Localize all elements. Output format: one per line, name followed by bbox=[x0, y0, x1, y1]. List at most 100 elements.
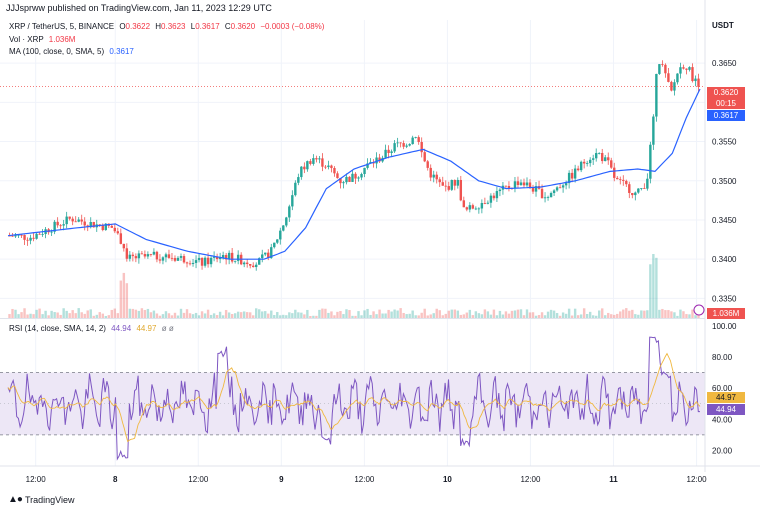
volume-bar bbox=[11, 308, 14, 318]
volume-bar bbox=[510, 310, 514, 318]
candle-body bbox=[447, 186, 450, 190]
volume-bar bbox=[628, 310, 631, 318]
volume-bar bbox=[38, 308, 41, 318]
candle-body bbox=[357, 177, 360, 179]
volume-bar bbox=[351, 315, 354, 318]
volume-bar bbox=[492, 309, 496, 318]
candle-body bbox=[248, 264, 252, 266]
candle-body bbox=[300, 166, 303, 178]
volume-bar bbox=[423, 308, 426, 318]
candle-body bbox=[327, 165, 330, 168]
candle-body bbox=[585, 163, 589, 164]
volume-bar bbox=[233, 313, 237, 318]
volume-bar bbox=[610, 314, 613, 318]
legend-h-value: 0.3623 bbox=[161, 22, 186, 31]
candle-body bbox=[206, 257, 210, 265]
candle-body bbox=[519, 182, 523, 185]
volume-bar bbox=[432, 313, 435, 318]
legend-rsi-ma-value: 44.97 bbox=[136, 324, 157, 333]
volume-bar bbox=[625, 308, 628, 318]
volume-bar bbox=[197, 315, 201, 318]
volume-bar bbox=[381, 313, 384, 318]
volume-bar bbox=[62, 308, 65, 318]
candle-body bbox=[570, 172, 574, 179]
candle-body bbox=[315, 158, 318, 160]
price-tick-label: 0.3500 bbox=[712, 177, 737, 186]
volume-bar bbox=[682, 311, 685, 318]
candle-body bbox=[378, 157, 381, 162]
volume-bar bbox=[86, 310, 89, 318]
volume-bar bbox=[194, 312, 198, 318]
candle-body bbox=[194, 260, 198, 263]
candle-body bbox=[480, 203, 484, 209]
candle-body bbox=[23, 234, 26, 240]
volume-bar bbox=[230, 314, 234, 318]
volume-bar bbox=[534, 315, 538, 318]
candle-body bbox=[393, 143, 396, 152]
candle-body bbox=[318, 158, 321, 160]
candle-body bbox=[116, 231, 120, 234]
candle-body bbox=[507, 186, 511, 189]
candle-body bbox=[429, 167, 432, 178]
volume-bar bbox=[8, 314, 11, 318]
volume-bar bbox=[643, 310, 646, 318]
candle-body bbox=[417, 137, 420, 143]
volume-bar bbox=[601, 308, 604, 318]
ma-series bbox=[7, 88, 701, 260]
volume-bar bbox=[486, 311, 490, 318]
candle-body bbox=[345, 176, 348, 183]
candle-body bbox=[188, 263, 192, 265]
candle-body bbox=[270, 247, 273, 259]
volume-bar bbox=[474, 311, 478, 318]
candle-body bbox=[324, 166, 327, 168]
candle-body bbox=[330, 165, 333, 169]
volume-bar bbox=[640, 310, 643, 318]
candle-body bbox=[402, 143, 405, 147]
candle-body bbox=[261, 254, 264, 259]
candle-body bbox=[628, 184, 631, 193]
candle-body bbox=[564, 183, 568, 186]
volume-bar bbox=[77, 308, 80, 318]
volume-bar bbox=[191, 314, 195, 318]
volume-bar bbox=[658, 309, 661, 318]
volume-bar bbox=[495, 315, 499, 318]
candle-body bbox=[573, 168, 577, 179]
volume-bar bbox=[429, 314, 432, 318]
legend-change: −0.0003 (−0.08%) bbox=[260, 22, 325, 31]
volume-bar bbox=[420, 312, 423, 318]
candle-body bbox=[209, 257, 213, 265]
candle-body bbox=[390, 151, 393, 153]
volume-bar bbox=[288, 312, 291, 318]
candle-body bbox=[125, 248, 129, 259]
candle-body bbox=[212, 256, 216, 258]
time-tick-label: 9 bbox=[279, 475, 284, 484]
volume-bar bbox=[402, 312, 405, 318]
legend-ma-label: MA (100, close, 0, SMA, 5) bbox=[9, 47, 105, 56]
volume-bar bbox=[92, 315, 95, 318]
tradingview-logo[interactable]: ▲● TradingView bbox=[8, 494, 74, 505]
candle-body bbox=[158, 259, 162, 261]
volume-bar bbox=[646, 310, 649, 318]
alert-icon bbox=[693, 304, 705, 316]
volume-bar bbox=[324, 308, 327, 318]
volume-bar bbox=[309, 315, 312, 318]
volume-bar bbox=[285, 315, 288, 318]
volume-bar bbox=[619, 311, 622, 318]
volume-bar bbox=[152, 310, 156, 318]
time-tick-label: 12:00 bbox=[354, 475, 375, 484]
volume-bar bbox=[691, 309, 694, 318]
volume-bar bbox=[164, 311, 168, 318]
volume-bar bbox=[89, 309, 92, 318]
volume-bar bbox=[399, 308, 402, 318]
volume-bar bbox=[318, 309, 321, 318]
candle-body bbox=[182, 256, 186, 263]
candle-body bbox=[522, 182, 526, 186]
candle-body bbox=[613, 167, 616, 178]
volume-bar bbox=[236, 311, 240, 318]
volume-bar bbox=[170, 315, 174, 318]
candle-body bbox=[622, 179, 625, 181]
candle-body bbox=[218, 257, 222, 260]
candle-body bbox=[56, 221, 59, 226]
candle-body bbox=[321, 158, 324, 167]
